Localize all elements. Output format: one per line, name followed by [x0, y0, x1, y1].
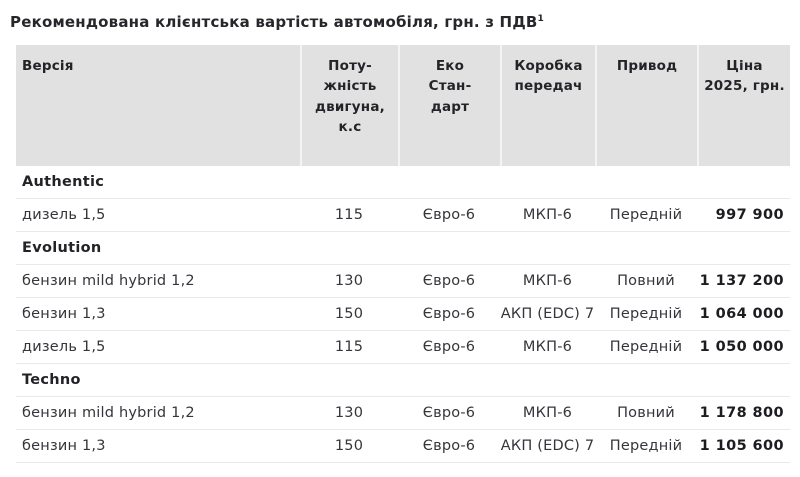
cell-gearbox: МКП-6: [522, 405, 573, 421]
cell-power: 130: [334, 273, 364, 289]
page-title-text: Рекомендована клієнтська вартість автомо…: [10, 13, 538, 31]
section-row: Authentic: [16, 166, 790, 199]
cell-price: 1 105 600: [699, 438, 784, 454]
table-row: дизель 1,5 115 Євро-6 МКП-6 Передній 997…: [16, 199, 790, 232]
table-body: Authentic дизель 1,5 115 Євро-6 МКП-6 Пе…: [16, 166, 790, 463]
column-header-drive: Привод: [595, 45, 697, 166]
page-title-footnote-marker: 1: [537, 14, 544, 24]
cell-power: 115: [334, 207, 364, 223]
cell-price: 1 137 200: [699, 273, 784, 289]
cell-eco-standard: Євро-6: [422, 339, 476, 355]
cell-gearbox: МКП-6: [522, 339, 573, 355]
cell-gearbox: МКП-6: [522, 273, 573, 289]
cell-eco-standard: Євро-6: [422, 207, 476, 223]
cell-price: 1 064 000: [699, 306, 784, 322]
cell-version: бензин 1,3: [22, 306, 106, 322]
price-table: Версія Поту- жність двигуна, к.с Еко Ста…: [16, 45, 790, 463]
cell-price: 997 900: [715, 207, 784, 223]
cell-power: 130: [334, 405, 364, 421]
cell-gearbox: МКП-6: [522, 207, 573, 223]
cell-version: бензин mild hybrid 1,2: [22, 273, 195, 289]
section-label: Techno: [22, 372, 81, 388]
column-header-power: Поту- жність двигуна, к.с: [300, 45, 398, 166]
cell-gearbox: АКП (EDC) 7: [500, 438, 595, 454]
cell-power: 150: [334, 438, 364, 454]
cell-power: 150: [334, 306, 364, 322]
cell-power: 115: [334, 339, 364, 355]
cell-gearbox: АКП (EDC) 7: [500, 306, 595, 322]
section-row: Evolution: [16, 232, 790, 265]
section-label: Evolution: [22, 240, 102, 256]
cell-drive: Повний: [617, 405, 675, 421]
cell-drive: Передній: [609, 438, 683, 454]
cell-version: дизель 1,5: [22, 339, 106, 355]
section-label: Authentic: [22, 174, 105, 190]
column-header-gearbox: Коробка передач: [500, 45, 595, 166]
section-row: Techno: [16, 364, 790, 397]
cell-version: дизель 1,5: [22, 207, 106, 223]
column-header-version: Версія: [22, 58, 74, 74]
cell-drive: Повний: [617, 273, 675, 289]
table-row: бензин 1,3 150 Євро-6 АКП (EDC) 7 Передн…: [16, 430, 790, 463]
cell-price: 1 050 000: [699, 339, 784, 355]
cell-drive: Передній: [609, 339, 683, 355]
table-row: бензин mild hybrid 1,2 130 Євро-6 МКП-6 …: [16, 265, 790, 298]
table-row: бензин 1,3 150 Євро-6 АКП (EDC) 7 Передн…: [16, 298, 790, 331]
table-row: бензин mild hybrid 1,2 130 Євро-6 МКП-6 …: [16, 397, 790, 430]
cell-eco-standard: Євро-6: [422, 438, 476, 454]
cell-eco-standard: Євро-6: [422, 273, 476, 289]
cell-version: бензин 1,3: [22, 438, 106, 454]
cell-drive: Передній: [609, 306, 683, 322]
column-header-eco-standard: Еко Стан- дарт: [398, 45, 500, 166]
cell-price: 1 178 800: [699, 405, 784, 421]
cell-drive: Передній: [609, 207, 683, 223]
table-header-row: Версія Поту- жність двигуна, к.с Еко Ста…: [16, 45, 790, 166]
table-row: дизель 1,5 115 Євро-6 МКП-6 Передній 1 0…: [16, 331, 790, 364]
cell-eco-standard: Євро-6: [422, 405, 476, 421]
column-header-price: Ціна 2025, грн.: [697, 45, 790, 166]
page-title: Рекомендована клієнтська вартість автомо…: [10, 13, 800, 31]
cell-version: бензин mild hybrid 1,2: [22, 405, 195, 421]
cell-eco-standard: Євро-6: [422, 306, 476, 322]
